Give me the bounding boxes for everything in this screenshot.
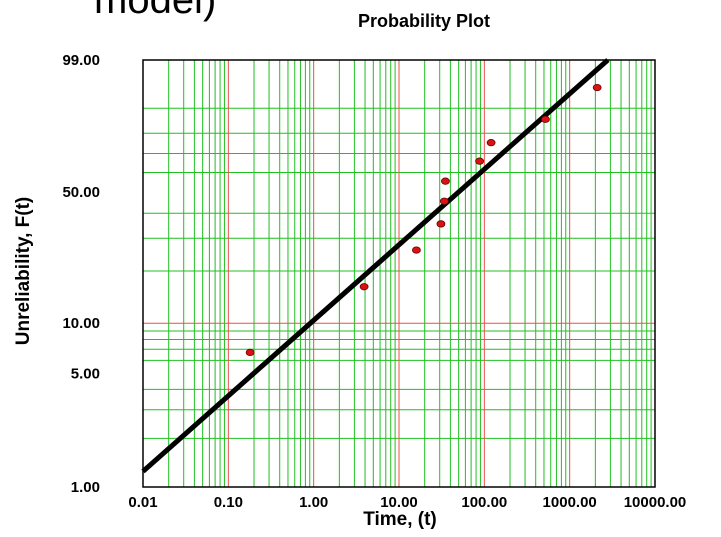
chart-title: Probability Plot <box>358 11 490 31</box>
data-point <box>437 221 445 227</box>
data-point <box>360 284 368 290</box>
y-tick-labels: 1.00 5.00 10.00 50.00 99.00 <box>62 52 100 496</box>
y-axis-label: Unreliability, F(t) <box>13 197 34 345</box>
x-tick-label: 0.01 <box>128 494 157 511</box>
data-point <box>441 178 449 184</box>
x-tick-label: 100.00 <box>461 494 507 511</box>
x-tick-label: 10000.00 <box>624 494 687 511</box>
data-point <box>541 116 549 122</box>
y-tick-label: 50.00 <box>62 184 100 201</box>
x-tick-label: 0.10 <box>214 494 243 511</box>
y-tick-label: 10.00 <box>62 315 100 332</box>
data-point <box>246 349 254 355</box>
x-axis-label: Time, (t) <box>363 509 437 530</box>
x-tick-label: 1000.00 <box>543 494 597 511</box>
data-point <box>593 84 601 90</box>
data-point <box>440 198 448 204</box>
y-tick-label: 99.00 <box>62 52 100 69</box>
x-tick-label: 1.00 <box>299 494 328 511</box>
y-tick-label: 5.00 <box>71 365 100 382</box>
data-point <box>412 247 420 253</box>
data-point <box>476 158 484 164</box>
y-tick-label: 1.00 <box>71 479 100 496</box>
x-tick-label: 10.00 <box>380 494 418 511</box>
x-tick-labels: 0.01 0.10 1.00 10.00 100.00 1000.00 10000.00 <box>128 494 686 511</box>
data-point <box>487 139 495 145</box>
